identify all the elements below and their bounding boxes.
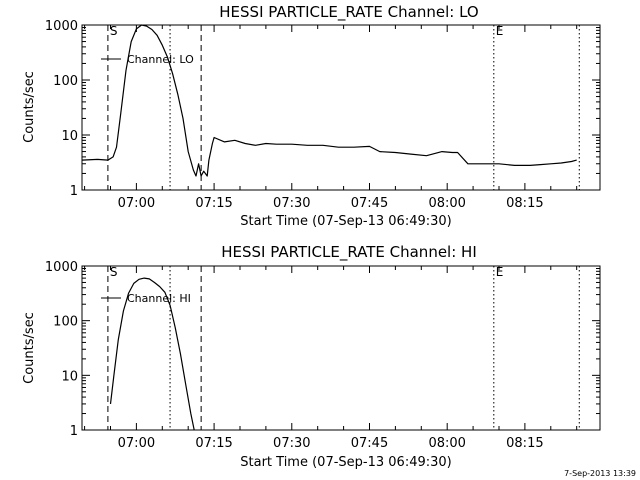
x-axis-label-hi: Start Time (07-Sep-13 06:49:30)	[240, 455, 451, 470]
series-line-lo	[81, 24, 577, 177]
chart-title-lo: HESSI PARTICLE_RATE Channel: LO	[219, 3, 478, 22]
x-tick-label-lo: 08:00	[428, 196, 465, 211]
marker-label-lo: E	[496, 24, 504, 38]
x-tick-label-hi: 08:15	[506, 436, 543, 451]
plot-frame-hi	[81, 265, 601, 431]
panel-lo: HESSI PARTICLE_RATE Channel: LO Start Ti…	[22, 3, 479, 229]
y-axis-label-hi: Counts/sec	[22, 312, 37, 384]
x-tick-label-hi: 07:00	[118, 436, 155, 451]
y-tick-label-lo: 1000	[45, 19, 78, 34]
y-tick-label-lo: 1	[70, 184, 78, 199]
x-tick-label-hi: 07:45	[351, 436, 388, 451]
y-tick-label-lo: 10	[61, 129, 78, 144]
chart-title-hi: HESSI PARTICLE_RATE Channel: HI	[221, 243, 477, 262]
marker-label-lo: S	[110, 24, 118, 38]
y-tick-label-hi: 10	[61, 369, 78, 384]
panel-hi: HESSI PARTICLE_RATE Channel: HI Start Ti…	[22, 243, 477, 470]
y-tick-label-hi: 1	[70, 424, 78, 439]
x-tick-label-lo: 07:15	[195, 196, 232, 211]
x-tick-label-lo: 07:45	[351, 196, 388, 211]
plot-frame-lo	[81, 24, 601, 191]
x-tick-label-hi: 08:00	[428, 436, 465, 451]
series-line-hi	[109, 277, 195, 431]
legend-label-lo: Channel: LO	[127, 53, 194, 66]
x-tick-label-lo: 07:30	[273, 196, 310, 211]
x-tick-label-lo: 08:15	[506, 196, 543, 211]
x-tick-label-hi: 07:30	[273, 436, 310, 451]
date-stamp: 7-Sep-2013 13:39	[564, 469, 636, 478]
y-tick-label-hi: 1000	[45, 260, 78, 275]
marker-label-hi: E	[496, 265, 504, 279]
y-tick-label-hi: 100	[53, 315, 78, 330]
x-tick-label-lo: 07:00	[118, 196, 155, 211]
y-tick-label-lo: 100	[53, 74, 78, 89]
y-axis-label-lo: Counts/sec	[22, 71, 37, 143]
x-axis-label-lo: Start Time (07-Sep-13 06:49:30)	[240, 214, 451, 229]
marker-label-hi: S	[110, 265, 118, 279]
x-tick-label-hi: 07:15	[195, 436, 232, 451]
legend-label-hi: Channel: HI	[127, 292, 191, 305]
